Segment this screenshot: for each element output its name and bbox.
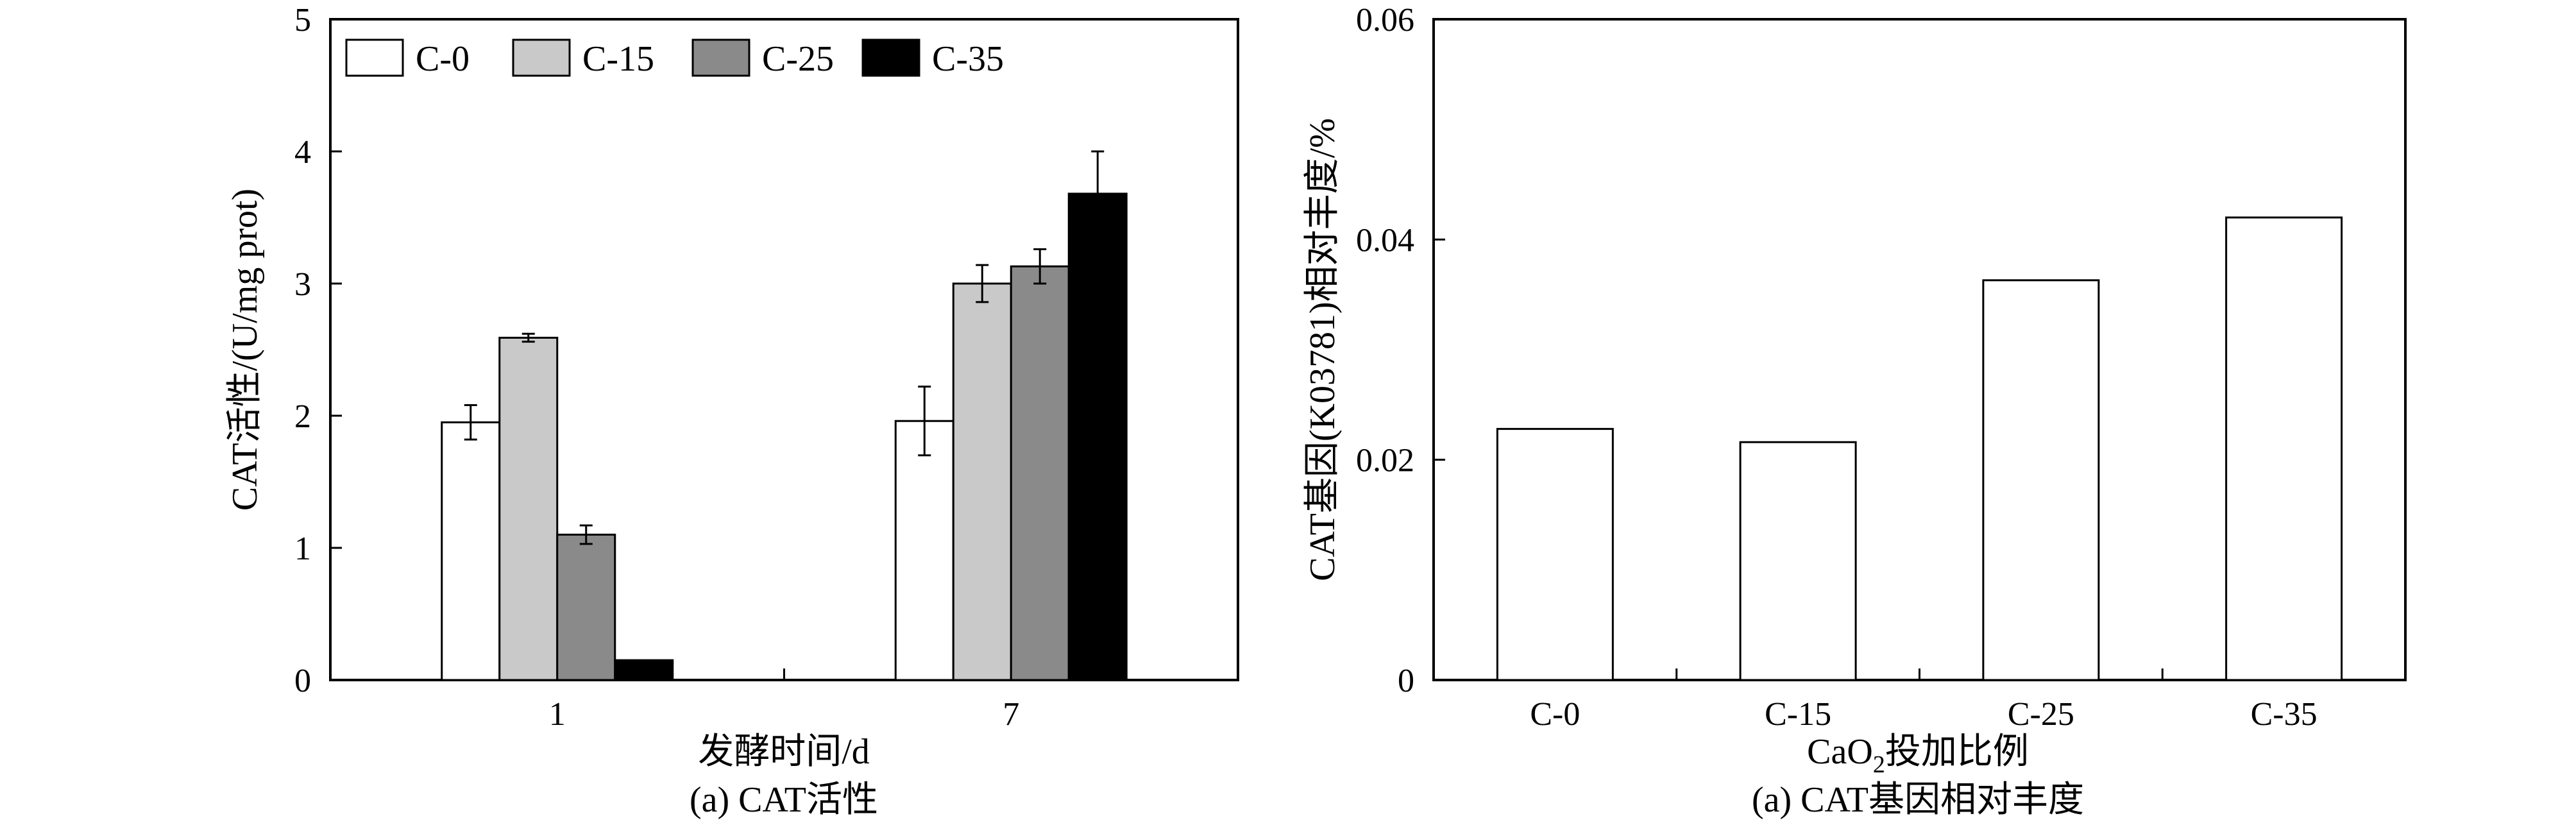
bar-C-25-day-1 [556, 533, 616, 681]
y-tick-label: 0.04 [1356, 222, 1414, 259]
y-tick-label: 4 [294, 134, 311, 171]
cat-gene-abundance-chart: 0 0.02 0.04 0.06 C-0 C-15 C-25 C-35 CAT基因(K037… [1303, 2, 2407, 820]
chart-b-y-axis: 0 0.02 0.04 0.06 [1356, 2, 1445, 699]
bar-C-25 [1982, 279, 2100, 681]
y-tick-label: 1 [294, 531, 311, 567]
x-tick-label: C-25 [2008, 696, 2074, 733]
legend-swatch-C-25 [691, 38, 750, 77]
legend-label-C-25: C-25 [762, 39, 834, 79]
chart-b-bars [1496, 216, 2343, 681]
bar-C-15-day-1 [498, 336, 559, 681]
legend-swatch-C-15 [512, 38, 571, 77]
legend-swatch-C-0 [345, 38, 404, 77]
y-tick-label: 0.02 [1356, 443, 1414, 479]
bar-C-0-day-7 [894, 420, 954, 681]
xlabel-cao: CaO [1807, 732, 1873, 772]
bar-C-0 [1496, 428, 1614, 681]
chart-b-x-axis: C-0 C-15 C-25 C-35 [1530, 668, 2318, 733]
chart-a-y-axis: 0 1 2 3 4 5 [294, 2, 342, 699]
y-tick-label: 2 [294, 398, 311, 435]
chart-b-caption: (a) CAT基因相对丰度 [1752, 780, 2084, 820]
bar-C-15-day-7 [952, 282, 1012, 681]
legend-swatch-C-35 [861, 38, 920, 77]
xlabel-subscript: 2 [1873, 751, 1885, 778]
y-tick-label: 0 [294, 663, 311, 699]
xlabel-rest: 投加比例 [1885, 732, 2029, 772]
x-tick-label: C-15 [1765, 696, 1831, 733]
bar-C-25-day-7 [1010, 265, 1070, 681]
y-tick-label: 3 [294, 266, 311, 303]
legend-label-C-15: C-15 [582, 39, 654, 79]
chart-a-caption: (a) CAT活性 [690, 780, 878, 820]
legend-label-C-0: C-0 [416, 39, 470, 79]
chart-a-error-bars [464, 150, 1105, 545]
legend-label-C-35: C-35 [932, 39, 1004, 79]
x-tick-label: C-35 [2251, 696, 2318, 733]
chart-a-legend: C-0 C-15 C-25 C-35 [345, 38, 1004, 79]
bar-C-35 [2225, 216, 2343, 681]
x-tick-label: C-0 [1530, 696, 1580, 733]
chart-a-bars [441, 192, 1128, 681]
bar-C-15 [1739, 441, 1857, 681]
y-tick-label: 5 [294, 2, 311, 38]
bar-C-35-day-1 [614, 659, 674, 681]
chart-b-y-axis-label: CAT基因(K03781)相对丰度/% [1303, 118, 1343, 581]
bar-C-0-day-1 [441, 421, 501, 681]
bar-C-35-day-7 [1067, 192, 1128, 681]
y-tick-label: 0.06 [1356, 2, 1414, 38]
chart-b-x-axis-label: CaO2投加比例 [1807, 732, 2029, 778]
chart-a-y-axis-label: CAT活性/(U/mg prot) [225, 189, 265, 511]
chart-a-x-axis-label: 发酵时间/d [698, 732, 870, 772]
x-tick-label: 1 [549, 696, 566, 733]
x-tick-label: 7 [1003, 696, 1019, 733]
y-tick-label: 0 [1398, 663, 1414, 699]
